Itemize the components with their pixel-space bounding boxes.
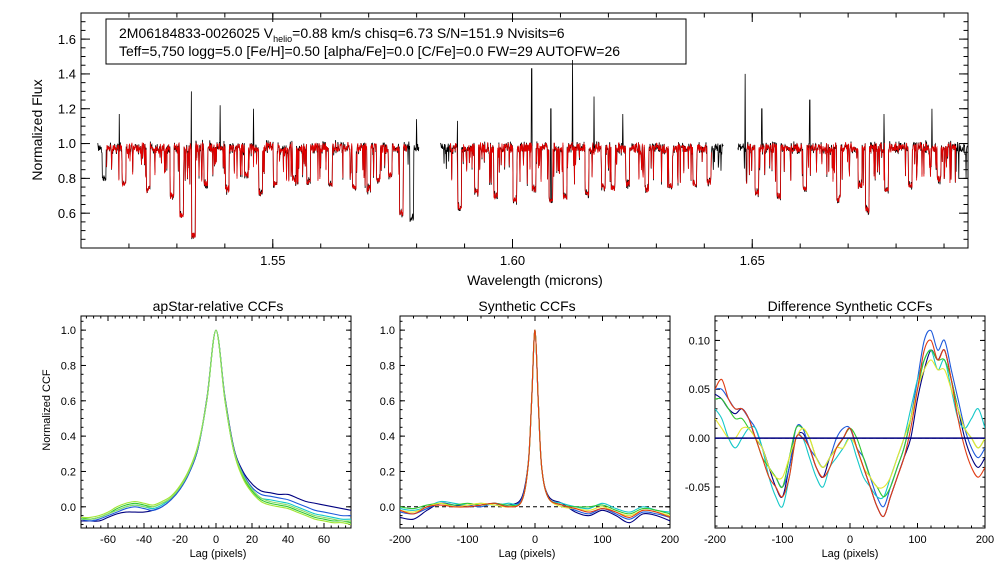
ccf-series-2-3 xyxy=(400,329,670,515)
ccf-series-2-0 xyxy=(400,329,670,524)
y-tick-label-0-2: 1.0 xyxy=(58,136,76,151)
y-tick-label-3-2: 0.05 xyxy=(689,384,710,396)
model-spectrum-chip-1 xyxy=(449,141,712,211)
x-tick-label-1-2: -20 xyxy=(172,534,188,546)
y-tick-label-2-5: 1.0 xyxy=(380,325,395,337)
ccf-series-2-2 xyxy=(400,329,670,513)
ccf-series-3-4 xyxy=(715,359,985,489)
y-tick-label-1-4: 0.8 xyxy=(61,360,76,372)
annotation-line-1-a: 2M06184833-0026025 V xyxy=(119,25,274,41)
y-tick-label-3-0: -0.05 xyxy=(685,482,710,494)
ccf-series-1-3 xyxy=(81,329,351,524)
plot-frame-1 xyxy=(80,315,352,529)
ccf-series-2-1 xyxy=(400,329,670,520)
x-tick-label-0-1: 1.60 xyxy=(500,253,525,268)
ccf-series-2-5 xyxy=(400,329,670,518)
y-tick-label-2-2: 0.4 xyxy=(380,431,395,443)
x-tick-label-0-0: 1.55 xyxy=(260,253,285,268)
y-tick-label-0-4: 1.4 xyxy=(58,67,76,82)
spectrum-panel: Normalized Flux Wavelength (microns) 2M0… xyxy=(29,12,969,288)
y-tick-label-3-3: 0.10 xyxy=(689,335,710,347)
spectrum-annotation-box: 2M06184833-0026025 Vhelio=0.88 km/s chis… xyxy=(105,18,687,65)
difference-ccf-panel: Difference Synthetic CCFs Lag (pixels) -… xyxy=(685,298,994,560)
ccf-series-1-4 xyxy=(81,329,351,526)
y-tick-label-2-1: 0.2 xyxy=(380,466,395,478)
y-tick-label-2-3: 0.6 xyxy=(380,396,395,408)
synthetic-ccf-panel: Synthetic CCFs Lag (pixels) -200 -100 0 100… xyxy=(380,298,679,560)
x-tick-label-3-1: -100 xyxy=(771,534,793,546)
ccf-lines-3 xyxy=(715,329,985,518)
y-tick-label-1-5: 1.0 xyxy=(61,325,76,337)
x-tick-label-1-5: 40 xyxy=(282,534,294,546)
x-tick-label-2-2: 0 xyxy=(532,534,538,546)
x-tick-label-3-2: 0 xyxy=(847,534,853,546)
ccf-lines-2 xyxy=(400,329,670,524)
annotation-vhelio-subscript: helio xyxy=(273,34,292,44)
apstar-ccf-panel: apStar-relative CCFs Normalized CCF Lag … xyxy=(41,298,352,560)
plot-frame-0 xyxy=(80,12,969,249)
spectrum-xlabel: Wavelength (microns) xyxy=(467,272,603,288)
y-tick-label-1-0: 0.0 xyxy=(61,502,76,514)
x-tick-label-1-4: 20 xyxy=(246,534,258,546)
x-tick-label-3-4: 200 xyxy=(976,534,994,546)
annotation-line-1: 2M06184833-0026025 Vhelio=0.88 km/s chis… xyxy=(119,25,565,44)
apstar-ccf-title: apStar-relative CCFs xyxy=(153,298,284,314)
observed-spectrum-chip-1 xyxy=(440,59,724,212)
ccf-series-1-1 xyxy=(81,329,351,522)
difference-ccf-title: Difference Synthetic CCFs xyxy=(768,298,933,314)
x-tick-label-3-3: 100 xyxy=(908,534,926,546)
difference-ccf-xlabel: Lag (pixels) xyxy=(822,548,879,560)
plot-frame-2 xyxy=(399,315,671,529)
synthetic-ccf-title: Synthetic CCFs xyxy=(478,298,575,314)
annotation-frame xyxy=(105,18,687,65)
annotation-line-2: Teff=5,750 logg=5.0 [Fe/H]=0.50 [alpha/F… xyxy=(119,43,620,59)
y-tick-label-0-5: 1.6 xyxy=(58,32,76,47)
apstar-ccf-xlabel: Lag (pixels) xyxy=(190,548,247,560)
apstar-ccf-ylabel: Normalized CCF xyxy=(41,369,53,451)
synthetic-ccf-xlabel: Lag (pixels) xyxy=(499,548,556,560)
ccf-series-1-2 xyxy=(81,329,351,520)
x-tick-label-0-2: 1.65 xyxy=(740,253,765,268)
x-tick-label-1-3: 0 xyxy=(213,534,219,546)
y-tick-label-0-0: 0.6 xyxy=(58,206,76,221)
x-tick-label-2-0: -200 xyxy=(389,534,411,546)
x-tick-label-1-6: 60 xyxy=(318,534,330,546)
ccf-series-1-5 xyxy=(81,329,351,522)
x-tick-label-1-1: -40 xyxy=(136,534,152,546)
x-tick-label-3-0: -200 xyxy=(704,534,726,546)
x-tick-label-2-4: 200 xyxy=(661,534,679,546)
ccf-series-2-4 xyxy=(400,329,670,517)
x-tick-label-2-3: 100 xyxy=(593,534,611,546)
x-tick-label-2-1: -100 xyxy=(456,534,478,546)
spectrum-ylabel: Normalized Flux xyxy=(29,79,45,180)
y-tick-label-0-3: 1.2 xyxy=(58,101,76,116)
model-spectrum-chip-0 xyxy=(106,141,408,239)
ccf-lines-1 xyxy=(81,329,351,526)
y-tick-label-1-2: 0.4 xyxy=(61,431,76,443)
y-tick-label-2-0: 0.0 xyxy=(380,502,395,514)
ccf-series-3-3 xyxy=(715,349,985,498)
y-tick-label-2-4: 0.8 xyxy=(380,360,395,372)
ccf-series-3-0 xyxy=(715,349,985,518)
model-spectrum-chip-2 xyxy=(746,141,957,215)
ccf-series-1-0 xyxy=(81,329,351,522)
ccf-series-3-1 xyxy=(715,329,985,508)
y-tick-label-3-1: 0.00 xyxy=(689,433,710,445)
x-tick-label-1-0: -60 xyxy=(100,534,116,546)
annotation-line-1-b: =0.88 km/s chisq=6.73 S/N=151.9 Nvisits=… xyxy=(292,25,565,41)
ccf-series-3-5 xyxy=(715,339,985,518)
y-tick-label-1-1: 0.2 xyxy=(61,466,76,478)
y-tick-label-1-3: 0.6 xyxy=(61,396,76,408)
plot-frame-3 xyxy=(714,315,986,529)
y-tick-label-0-1: 0.8 xyxy=(58,171,76,186)
